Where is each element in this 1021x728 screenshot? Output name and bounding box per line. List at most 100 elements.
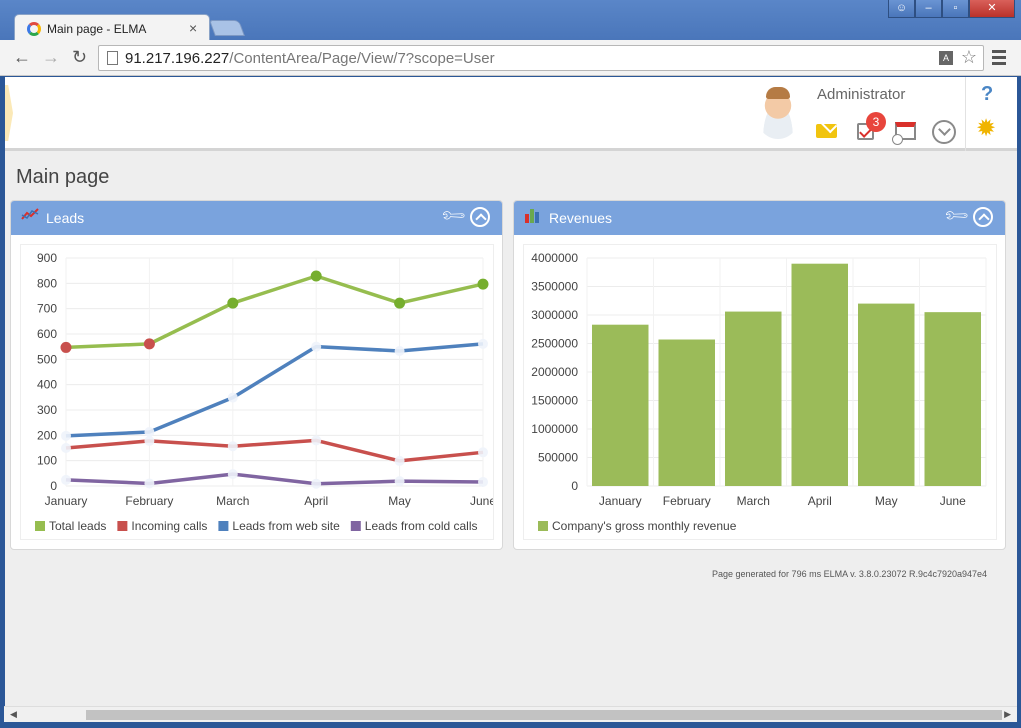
- revenues-portlet-header: Revenues 🔧︎: [514, 201, 1005, 235]
- y-tick-label: 4000000: [531, 251, 578, 265]
- x-tick-label: January: [45, 494, 88, 508]
- reload-icon[interactable]: ↻: [72, 47, 88, 67]
- avatar[interactable]: [755, 85, 801, 139]
- tasks-badge: 3: [866, 112, 886, 132]
- legend-label: Leads from web site: [232, 519, 340, 533]
- series-line: [65, 438, 484, 463]
- forward-arrow-icon[interactable]: →: [42, 47, 60, 67]
- back-arrow-icon[interactable]: ←: [13, 47, 31, 67]
- x-tick-label: June: [470, 494, 493, 508]
- data-point: [227, 441, 238, 452]
- revenue-bar-chart: 0 500000 1000000 1500000 2000000 2500000 30000…: [531, 251, 987, 533]
- collapse-icon[interactable]: [973, 207, 993, 227]
- legend-label: Leads from cold calls: [365, 519, 478, 533]
- revenue-bar: [592, 324, 649, 486]
- data-point: [61, 430, 71, 441]
- leads-portlet-header: Leads 🔧︎: [11, 201, 502, 235]
- y-tick-label: 0: [571, 479, 578, 493]
- y-tick-label: 800: [37, 276, 57, 290]
- bar-chart-icon: [525, 209, 539, 223]
- x-tick-label: February: [663, 494, 711, 508]
- gear-icon[interactable]: ✹: [976, 115, 997, 142]
- x-tick-label: January: [599, 494, 642, 508]
- revenues-portlet-title: Revenues: [549, 210, 613, 226]
- y-tick-label: 600: [37, 327, 57, 341]
- browser-menu-icon[interactable]: [992, 50, 1006, 68]
- leads-line-chart: 0 100 200 300 400 500 600 700 800 900 January Febru…: [35, 251, 496, 533]
- y-tick-label: 1000000: [531, 422, 578, 436]
- browser-titlebar: Main page - ELMA × ☺ – ▫ ✕: [0, 0, 1021, 42]
- revenue-bar: [725, 311, 782, 486]
- legend-item: Company's gross monthly revenue: [538, 519, 737, 533]
- legend-swatch: [350, 521, 361, 531]
- address-url[interactable]: 91.217.196.227/ContentArea/Page/View/7?s…: [125, 50, 495, 67]
- x-tick-label: April: [304, 494, 328, 508]
- x-tick-label: February: [125, 494, 173, 508]
- scroll-left-icon[interactable]: ◀: [10, 709, 17, 719]
- data-point-marker: [310, 270, 322, 282]
- data-point-marker: [143, 338, 155, 350]
- x-tick-label: April: [808, 494, 832, 508]
- header-divider: [965, 77, 966, 151]
- mail-icon[interactable]: [816, 124, 837, 138]
- new-tab-button[interactable]: [209, 20, 245, 36]
- data-point: [311, 478, 322, 489]
- wrench-icon[interactable]: 🔧︎: [439, 201, 468, 230]
- user-profile-icon[interactable]: ☺: [888, 0, 915, 18]
- leads-portlet: Leads 🔧︎ 0 100 200 300 400 500 600 700 800 900 Jan…: [10, 200, 503, 550]
- data-point: [478, 447, 488, 458]
- user-name[interactable]: Administrator: [817, 86, 906, 103]
- x-tick-label: June: [940, 494, 966, 508]
- window-controls: ☺ – ▫ ✕: [888, 0, 1015, 18]
- page-icon: [107, 51, 118, 65]
- x-tick-label: May: [388, 494, 411, 508]
- data-point: [227, 392, 238, 403]
- url-path: /ContentArea/Page/View/7?scope=User: [229, 50, 495, 67]
- tab-close-icon[interactable]: ×: [189, 20, 198, 36]
- help-icon[interactable]: ?: [981, 83, 994, 105]
- legend-item: Total leads: [35, 519, 106, 533]
- series-line: [65, 472, 484, 486]
- revenues-portlet: Revenues 🔧︎ 0 500000 1000000 1500000 2000000…: [513, 200, 1006, 550]
- data-point-marker: [60, 341, 72, 353]
- collapse-icon[interactable]: [470, 207, 490, 227]
- horizontal-scrollbar[interactable]: ◀ ▶: [4, 706, 1017, 722]
- bookmark-star-icon[interactable]: ☆: [960, 47, 977, 67]
- legend-item: Leads from cold calls: [350, 519, 478, 533]
- address-bar[interactable]: 91.217.196.227/ContentArea/Page/View/7?s…: [98, 45, 984, 71]
- side-panel-toggle[interactable]: [5, 85, 13, 141]
- y-tick-label: 3000000: [531, 308, 578, 322]
- data-point: [61, 443, 71, 453]
- browser-tab[interactable]: Main page - ELMA ×: [14, 14, 210, 42]
- minimize-icon[interactable]: –: [915, 0, 942, 18]
- y-tick-label: 300: [37, 403, 57, 417]
- translate-icon[interactable]: A: [939, 51, 953, 65]
- scrollbar-thumb[interactable]: [86, 710, 1002, 720]
- revenue-bar: [791, 263, 848, 486]
- line-chart-icon: [21, 208, 39, 220]
- chevron-down-icon[interactable]: [932, 120, 956, 144]
- revenue-bar: [924, 312, 981, 486]
- tab-title: Main page - ELMA: [47, 22, 147, 36]
- maximize-icon[interactable]: ▫: [942, 0, 969, 18]
- data-point-marker: [227, 297, 239, 309]
- x-tick-label: March: [216, 494, 249, 508]
- calendar-icon[interactable]: [892, 122, 916, 145]
- data-point-marker: [477, 278, 489, 290]
- data-point: [311, 435, 322, 446]
- revenue-bar: [858, 303, 915, 486]
- page-generated-note: Page generated for 796 ms ELMA v. 3.8.0.…: [712, 569, 988, 579]
- legend-label: Total leads: [49, 519, 106, 533]
- scroll-right-icon[interactable]: ▶: [1004, 709, 1011, 719]
- y-tick-label: 200: [37, 428, 57, 442]
- page-content: Administrator 3 ? ✹ Main page Leads 🔧︎ 0…: [5, 77, 1017, 707]
- data-point: [478, 338, 488, 349]
- wrench-icon[interactable]: 🔧︎: [942, 201, 971, 230]
- data-point: [311, 341, 322, 352]
- chrome-favicon-icon: [27, 22, 41, 36]
- y-tick-label: 500: [37, 352, 57, 366]
- close-window-icon[interactable]: ✕: [969, 0, 1015, 18]
- legend-item: Leads from web site: [218, 519, 340, 533]
- y-tick-label: 2000000: [531, 365, 578, 379]
- data-point: [144, 478, 155, 489]
